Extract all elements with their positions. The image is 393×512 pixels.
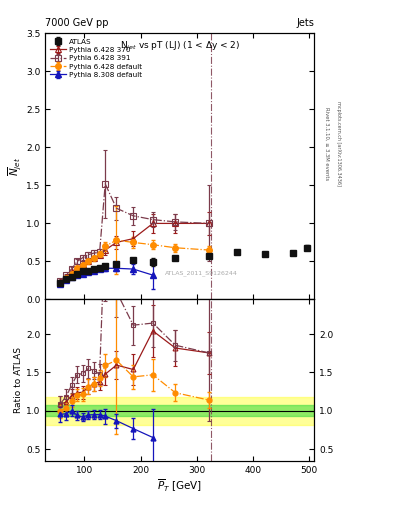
Y-axis label: Ratio to ATLAS: Ratio to ATLAS xyxy=(14,347,23,413)
Text: ATLAS_2011_S9126244: ATLAS_2011_S9126244 xyxy=(165,270,238,275)
Text: Jets: Jets xyxy=(297,18,314,28)
Text: 7000 GeV pp: 7000 GeV pp xyxy=(45,18,109,28)
X-axis label: $\overline{P}_T$ [GeV]: $\overline{P}_T$ [GeV] xyxy=(157,477,202,494)
Text: mcplots.cern.ch [arXiv:1306.3436]: mcplots.cern.ch [arXiv:1306.3436] xyxy=(336,101,341,186)
Legend: ATLAS, Pythia 6.428 370, Pythia 6.428 391, Pythia 6.428 default, Pythia 8.308 de: ATLAS, Pythia 6.428 370, Pythia 6.428 39… xyxy=(49,37,143,79)
Text: Rivet 3.1.10, ≥ 3.3M events: Rivet 3.1.10, ≥ 3.3M events xyxy=(324,106,329,180)
Y-axis label: $\overline{N}_{jet}$: $\overline{N}_{jet}$ xyxy=(6,157,23,176)
Text: N$_{jet}$ vs pT (LJ) (1 < $\Delta$y < 2): N$_{jet}$ vs pT (LJ) (1 < $\Delta$y < 2) xyxy=(120,40,240,53)
